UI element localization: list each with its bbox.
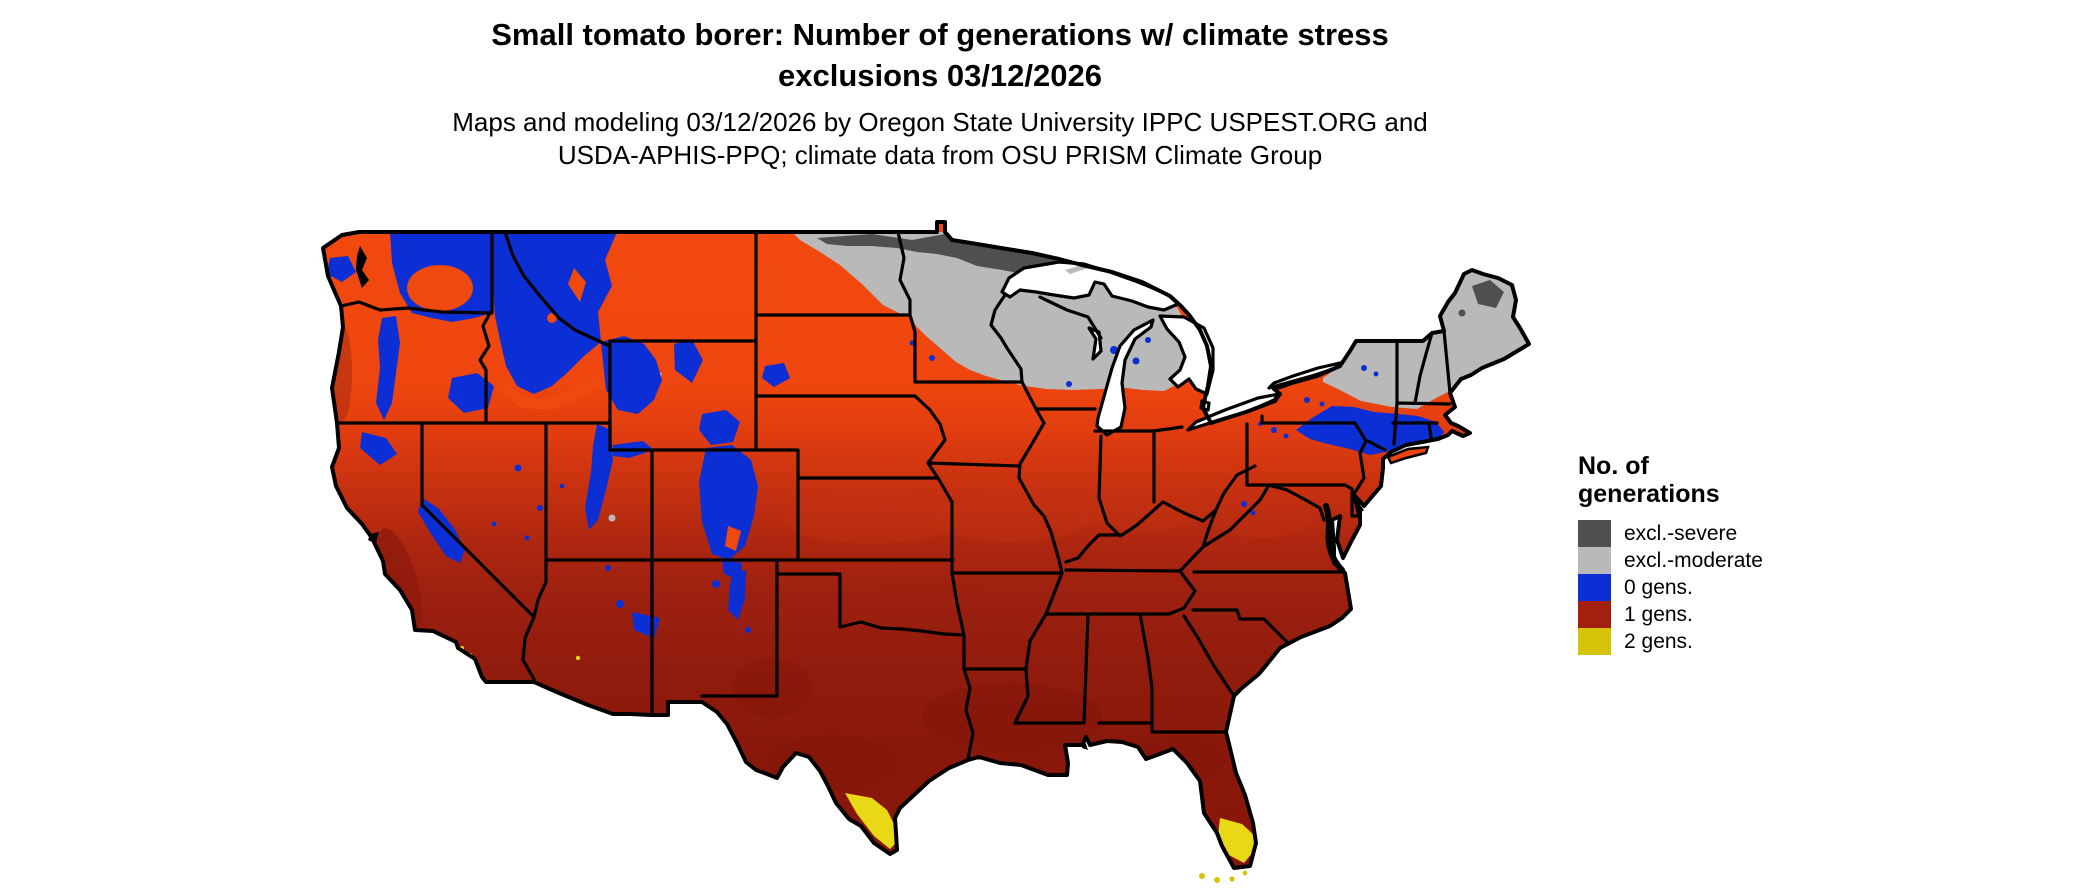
legend-label-gens-2: 2 gens. — [1624, 630, 1693, 653]
legend-label-gens-0: 0 gens. — [1624, 576, 1693, 599]
lake-michigan — [1095, 318, 1155, 437]
map-title: Small tomato borer: Number of generation… — [0, 14, 1880, 96]
puget-sound — [356, 246, 369, 288]
legend-label-excl-moderate: excl.-moderate — [1624, 549, 1763, 572]
map-subtitle-line2: USDA-APHIS-PPQ; climate data from OSU PR… — [557, 140, 1323, 170]
map-title-line2: exclusions 03/12/2026 — [777, 58, 1102, 93]
legend-row-gens-0: 0 gens. — [1578, 574, 1898, 601]
us-map-svg — [321, 220, 1531, 883]
state-boundaries — [335, 230, 1452, 761]
legend-title-line2: generations — [1578, 480, 1720, 508]
lake-huron — [1158, 314, 1215, 396]
legend-row-excl-severe: excl.-severe — [1578, 520, 1898, 547]
legend-swatch-gens-2 — [1578, 628, 1611, 655]
legend-row-gens-1: 1 gens. — [1578, 601, 1898, 628]
legend-items: excl.-severe excl.-moderate 0 gens. 1 ge… — [1578, 520, 1898, 655]
legend: No. of generations excl.-severe excl.-mo… — [1578, 452, 1898, 655]
legend-swatch-excl-severe — [1578, 520, 1611, 547]
legend-row-excl-moderate: excl.-moderate — [1578, 547, 1898, 574]
legend-swatch-excl-moderate — [1578, 547, 1611, 574]
legend-row-gens-2: 2 gens. — [1578, 628, 1898, 655]
map-layer-orange-valleys — [407, 265, 741, 551]
isle-royale — [1065, 265, 1088, 274]
legend-label-excl-severe: excl.-severe — [1624, 522, 1738, 545]
map-subtitle-line1: Maps and modeling 03/12/2026 by Oregon S… — [452, 107, 1428, 137]
map-subtitle: Maps and modeling 03/12/2026 by Oregon S… — [0, 106, 1880, 172]
map-layer-excl-severe — [817, 234, 1504, 317]
legend-swatch-gens-0 — [1578, 574, 1611, 601]
legend-label-gens-1: 1 gens. — [1624, 603, 1693, 626]
florida-keys — [1199, 870, 1248, 883]
us-map-figure — [312, 218, 1562, 892]
legend-swatch-gens-1 — [1578, 601, 1611, 628]
legend-title-line1: No. of — [1578, 452, 1649, 480]
legend-title: No. of generations — [1578, 452, 1898, 508]
map-title-line1: Small tomato borer: Number of generation… — [491, 17, 1389, 52]
long-island — [1386, 445, 1430, 465]
